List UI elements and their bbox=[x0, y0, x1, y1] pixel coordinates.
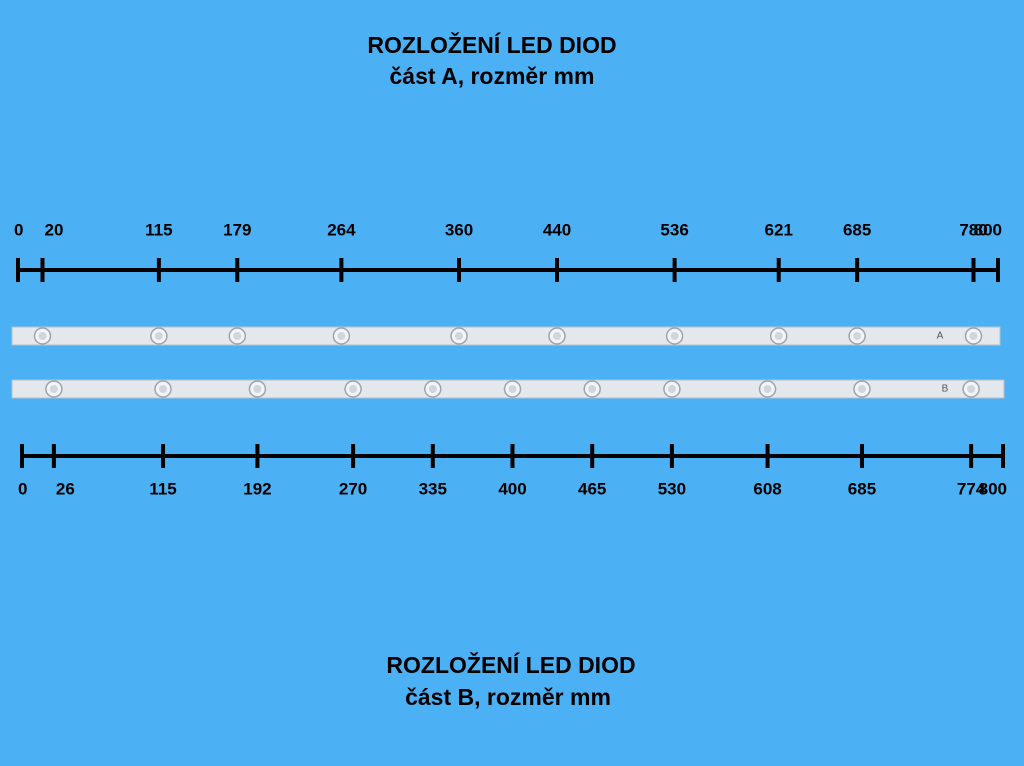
tick-label: 465 bbox=[578, 479, 606, 498]
led-lens bbox=[857, 385, 866, 393]
tick-label: 115 bbox=[145, 220, 172, 239]
led-lens bbox=[428, 385, 437, 393]
strip-label: A bbox=[937, 331, 944, 342]
subtitle-a: část A, rozměr mm bbox=[390, 63, 595, 89]
subtitle-b: část B, rozměr mm bbox=[405, 684, 611, 710]
tick-label: 780 bbox=[959, 220, 987, 239]
led-lens bbox=[154, 332, 163, 340]
led-lens bbox=[159, 385, 168, 393]
led-lens bbox=[553, 332, 561, 340]
tick-label: 621 bbox=[765, 220, 793, 239]
led-lens bbox=[455, 332, 463, 340]
led-lens bbox=[967, 385, 976, 393]
tick-label: 115 bbox=[149, 479, 176, 498]
tick-label: 0 bbox=[18, 479, 27, 498]
tick-label: 270 bbox=[339, 479, 367, 498]
tick-label: 26 bbox=[56, 479, 75, 498]
led-lens bbox=[853, 332, 862, 340]
title-b: ROZLOŽENÍ LED DIOD bbox=[386, 651, 635, 678]
tick-label: 530 bbox=[658, 479, 686, 498]
tick-label: 335 bbox=[419, 479, 447, 498]
tick-label: 800 bbox=[974, 220, 1002, 239]
led-lens bbox=[969, 332, 978, 340]
led-lens bbox=[337, 332, 346, 340]
led-lens bbox=[588, 385, 597, 393]
led-lens bbox=[49, 385, 58, 393]
strip-label: B bbox=[942, 384, 949, 395]
tick-label: 264 bbox=[327, 220, 356, 239]
led-strip-a bbox=[11, 326, 1001, 346]
tick-label: 360 bbox=[445, 220, 473, 239]
tick-label: 685 bbox=[848, 479, 876, 498]
led-lens bbox=[667, 385, 676, 393]
tick-label: 608 bbox=[753, 479, 781, 498]
tick-label: 440 bbox=[543, 220, 571, 239]
title-a: ROZLOŽENÍ LED DIOD bbox=[367, 31, 616, 58]
tick-label: 800 bbox=[979, 479, 1007, 498]
tick-label: 685 bbox=[843, 220, 871, 239]
led-lens bbox=[763, 385, 772, 393]
led-lens bbox=[349, 385, 358, 393]
led-lens bbox=[253, 385, 262, 393]
tick-label: 536 bbox=[660, 220, 688, 239]
led-lens bbox=[233, 332, 242, 340]
led-lens bbox=[670, 332, 679, 340]
tick-label: 192 bbox=[243, 479, 271, 498]
led-lens bbox=[774, 332, 783, 340]
led-lens bbox=[38, 332, 47, 340]
tick-label: 20 bbox=[45, 220, 64, 239]
tick-label: 179 bbox=[223, 220, 251, 239]
tick-label: 400 bbox=[498, 479, 526, 498]
tick-label: 0 bbox=[14, 220, 23, 239]
tick-label: 774 bbox=[957, 479, 986, 498]
led-lens bbox=[508, 385, 517, 393]
